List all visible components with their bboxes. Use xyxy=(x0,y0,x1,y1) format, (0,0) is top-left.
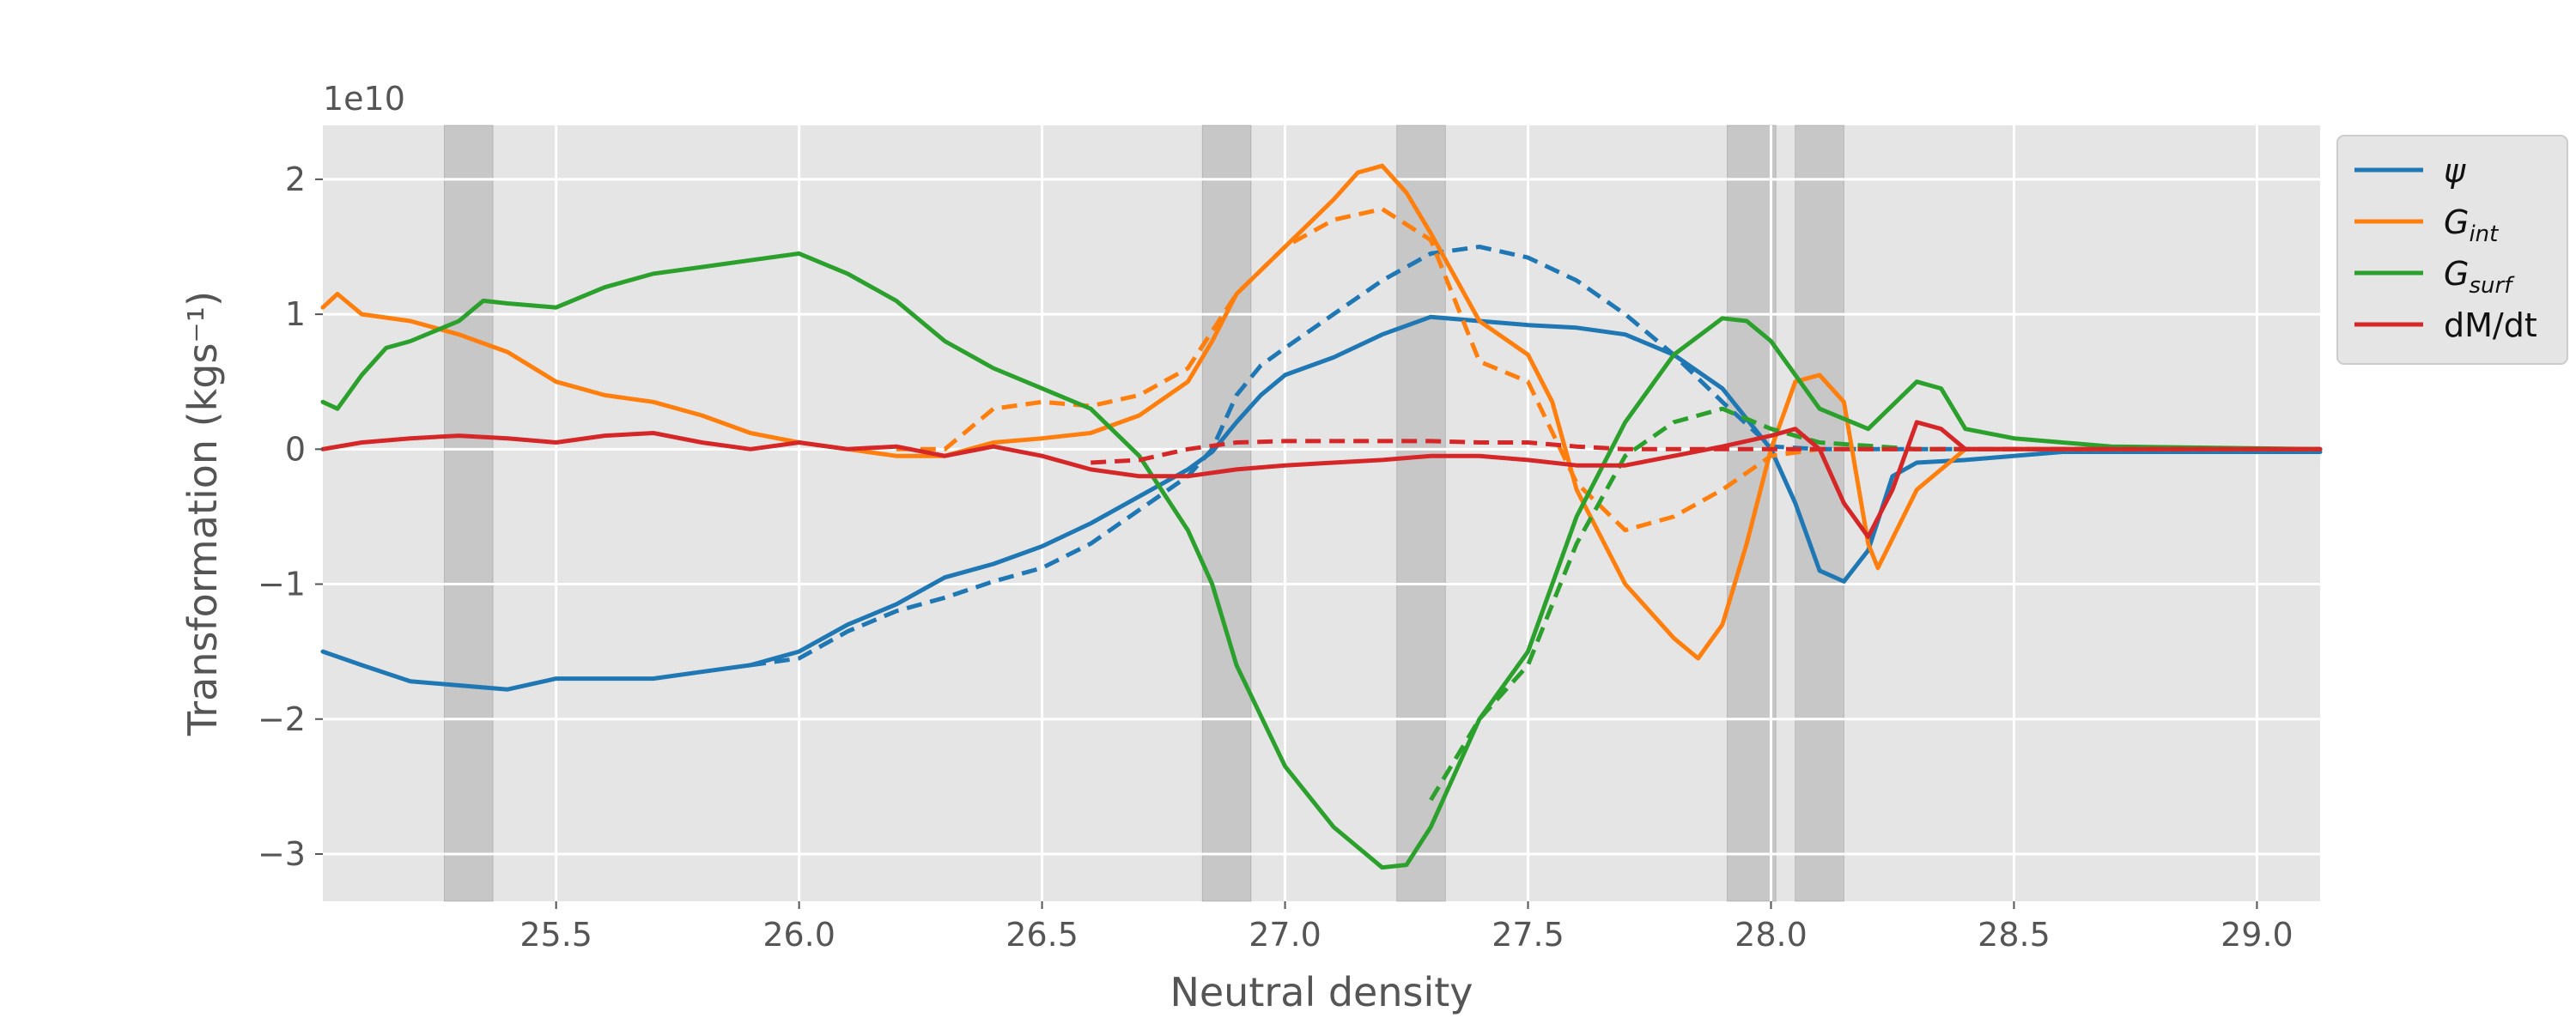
y-axis-label: Transformation (kgs⁻¹) xyxy=(179,291,226,736)
shaded-band-1 xyxy=(443,124,494,902)
shaded-bands xyxy=(443,124,1844,902)
plot-background xyxy=(323,125,2320,901)
x-tick-label: 26.0 xyxy=(762,916,835,954)
series-line-3 xyxy=(320,163,2323,661)
y-tick-label: 1 xyxy=(285,295,306,333)
series-line-7 xyxy=(320,420,2323,539)
x-axis-label: Neutral density xyxy=(1170,969,1473,1015)
x-tick-label: 28.5 xyxy=(1978,916,2050,954)
legend-label: ψ xyxy=(2444,152,2466,190)
series-line-4-dashed xyxy=(896,207,2320,533)
y-axis-ticks: 2 1 0 −1 −2 −3 xyxy=(258,161,323,873)
shaded-band-3 xyxy=(1396,124,1446,902)
y-tick-label: −1 xyxy=(258,566,306,603)
shaded-band-5 xyxy=(1795,124,1844,902)
series-line-8-dashed xyxy=(1091,439,2320,465)
y-tick-label: −2 xyxy=(258,700,306,738)
x-tick-label: 27.0 xyxy=(1249,916,1321,954)
shaded-band-4 xyxy=(1727,124,1777,902)
x-tick-label: 25.5 xyxy=(519,916,592,954)
series-line-1 xyxy=(320,314,2323,692)
x-axis-ticks: 25.5 26.0 26.5 27.0 27.5 28.0 28.5 29.0 xyxy=(519,901,2293,954)
legend-label: dM/dt xyxy=(2444,306,2537,344)
x-tick-label: 26.5 xyxy=(1005,916,1078,954)
y-tick-label: −3 xyxy=(258,835,306,873)
y-offset-text: 1e10 xyxy=(323,80,405,118)
shaded-band-2 xyxy=(1201,124,1252,902)
series-line-2-dashed xyxy=(750,245,2320,668)
x-tick-label: 29.0 xyxy=(2221,916,2293,954)
x-tick-label: 27.5 xyxy=(1492,916,1564,954)
series-line-5 xyxy=(320,251,2323,870)
series-lines xyxy=(320,163,2323,870)
y-tick-label: 0 xyxy=(285,430,306,468)
y-tick-label: 2 xyxy=(285,161,306,198)
legend-frame xyxy=(2336,135,2568,365)
x-tick-label: 28.0 xyxy=(1735,916,1807,954)
